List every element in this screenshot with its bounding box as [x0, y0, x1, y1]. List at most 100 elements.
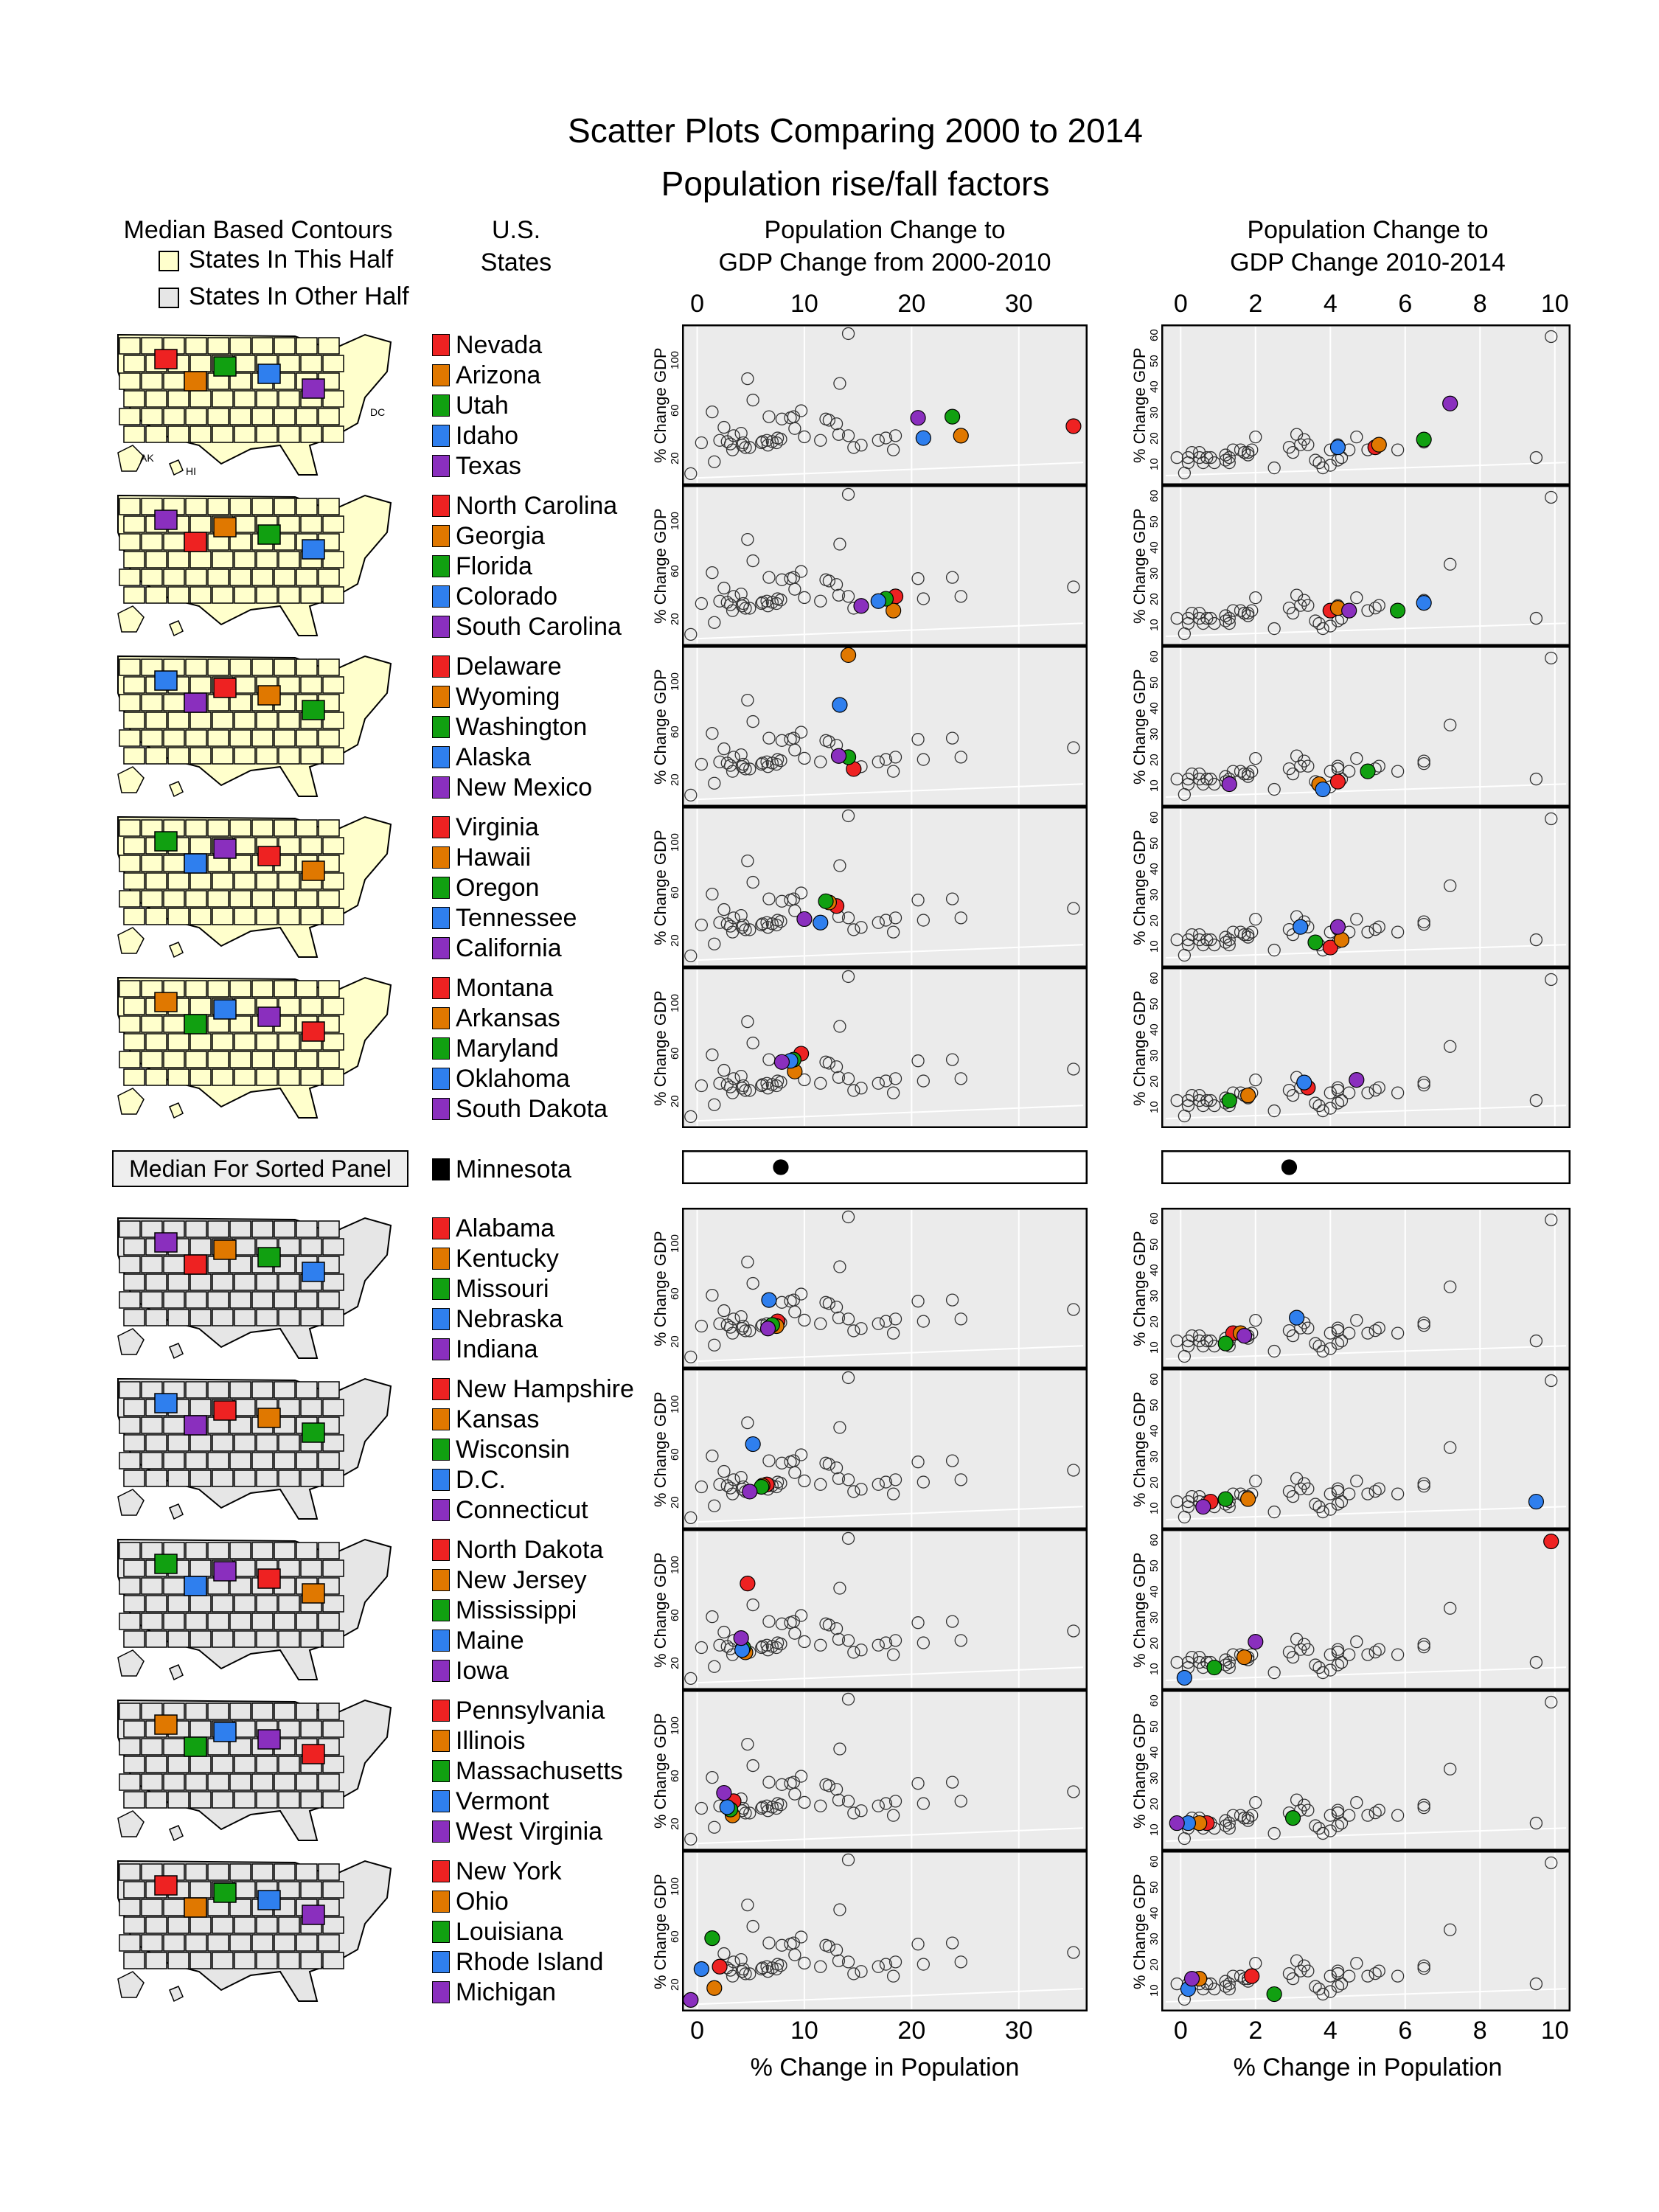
y-axis-label: % Change GDP: [651, 347, 669, 463]
y-axis-label: % Change GDP: [651, 1552, 669, 1668]
state-point-washington: [841, 1795, 855, 1808]
y-tick-label: 40: [1148, 702, 1161, 714]
highlight-point-utah: [1416, 431, 1432, 448]
state-point-kansas: [756, 435, 769, 448]
legend-label-north-dakota: North Dakota: [456, 1536, 604, 1564]
state-point-kansas: [756, 1078, 769, 1091]
state-point-tennessee: [814, 755, 827, 768]
y-tick-label: 20: [1148, 1074, 1161, 1088]
legend-label-utah: Utah: [456, 392, 509, 420]
y-tick-label: 50: [1148, 515, 1161, 528]
state-point-nebraska: [762, 1615, 776, 1628]
state-point-new-york: [713, 1478, 726, 1491]
legend-swatch-kansas: [432, 1408, 450, 1430]
state-point-georgia: [886, 1648, 900, 1661]
state-point-new-mexico: [1222, 456, 1236, 470]
highlight-point-michigan: [1183, 1970, 1200, 1987]
y-tick-label: 40: [1148, 1425, 1161, 1437]
state-point-massachusetts: [1286, 445, 1300, 459]
y-tick-label: 20: [1148, 1315, 1161, 1328]
state-point-hawaii: [1335, 1093, 1349, 1107]
state-point-mississippi: [737, 597, 750, 611]
y-axis-label: % Change GDP: [1130, 830, 1149, 945]
legend-label-missouri: Missouri: [456, 1275, 549, 1303]
legend-swatch-texas: [432, 455, 450, 477]
y-tick-label: 10: [1148, 1983, 1161, 1997]
legend-label-georgia: Georgia: [456, 522, 545, 550]
state-point-north-dakota: [1545, 1856, 1558, 1870]
state-point-idaho: [917, 753, 930, 766]
state-point-new-york: [1245, 604, 1259, 617]
state-point-north-dakota: [741, 1898, 754, 1912]
state-point-north-carolina: [888, 1072, 902, 1085]
state-point-wisconsin: [755, 757, 768, 771]
state-point-south-carolina: [1343, 1648, 1356, 1661]
state-point-louisiana: [1267, 1666, 1281, 1680]
y-tick-label: 40: [1148, 1023, 1161, 1036]
y-tick-label: 20: [669, 1657, 681, 1669]
state-point-delaware: [847, 1324, 860, 1338]
state-point-iowa: [1249, 1313, 1262, 1327]
state-point-connecticut: [743, 923, 757, 936]
y-tick-label: 100: [669, 1717, 681, 1736]
state-point-colorado: [872, 1317, 885, 1330]
legend-swatch-new-hampshire: [432, 1378, 450, 1400]
state-point-georgia: [886, 443, 900, 456]
highlight-point-colorado: [870, 593, 886, 609]
state-point-colorado: [1417, 1801, 1430, 1815]
state-point-utah: [1417, 1477, 1430, 1490]
state-point-georgia: [886, 1487, 900, 1500]
left-scatter-panel-5: [682, 967, 1088, 1128]
state-point-north-dakota: [741, 693, 754, 707]
state-point-iowa: [734, 426, 748, 440]
left-scatter-panel-1: [682, 324, 1088, 485]
state-point-idaho: [917, 1074, 930, 1088]
state-point-wisconsin: [755, 436, 768, 450]
state-point-north-carolina: [1324, 1086, 1337, 1099]
state-point-north-carolina: [888, 751, 902, 764]
state-point-pennsylvania: [1200, 1093, 1214, 1107]
highlight-point-tennessee: [1293, 919, 1309, 935]
y-tick-label: 20: [1148, 592, 1161, 605]
y-tick-label: 60: [1148, 1855, 1161, 1868]
state-point-d-c-: [1529, 1655, 1543, 1669]
state-point-colorado: [872, 1638, 885, 1652]
state-point-idaho: [917, 1958, 930, 1971]
legend-label-kentucky: Kentucky: [456, 1245, 559, 1273]
state-point-arizona: [954, 1473, 967, 1486]
state-point-delaware: [847, 1967, 860, 1980]
state-point-oklahoma: [1298, 1477, 1311, 1490]
state-point-new-mexico: [1222, 1821, 1236, 1835]
state-point-oregon: [1309, 1658, 1322, 1672]
state-point-oregon: [1309, 614, 1322, 627]
state-point-florida: [1391, 1809, 1405, 1822]
state-point-vermont: [720, 1318, 734, 1332]
right-panel-header-line1: Population Change to: [1247, 216, 1489, 244]
state-point-d-c-: [746, 714, 759, 728]
state-point-arizona: [1372, 1964, 1385, 1978]
state-point-north-carolina: [888, 429, 902, 442]
state-point-arizona: [954, 590, 967, 603]
state-point-west-virginia: [1170, 1655, 1183, 1669]
legend-label-virginia: Virginia: [456, 813, 539, 841]
legend-swatch-colorado: [432, 585, 450, 608]
y-tick-label: 100: [669, 1234, 681, 1253]
state-point-oregon: [819, 734, 832, 747]
state-point-massachusetts: [1286, 1088, 1300, 1102]
highlight-point-minnesota: [1281, 1159, 1298, 1175]
left-top-x-tick: 20: [897, 290, 926, 318]
state-point-alaska: [1316, 1505, 1329, 1519]
us-map-3: [117, 655, 392, 798]
state-point-west-virginia: [1170, 451, 1183, 465]
state-point-d-c-: [1529, 933, 1543, 947]
state-point-alaska: [1316, 1826, 1329, 1840]
state-point-washington: [841, 429, 855, 442]
state-point-oregon: [1309, 1498, 1322, 1511]
state-point-south-carolina: [1343, 1809, 1356, 1822]
y-tick-label: 50: [1148, 1881, 1161, 1893]
state-point-kentucky: [1234, 925, 1248, 939]
state-point-west-virginia: [1170, 1334, 1183, 1348]
state-point-nevada: [1067, 1946, 1080, 1959]
state-point-utah: [945, 1293, 959, 1307]
state-point-north-carolina: [1324, 765, 1337, 778]
